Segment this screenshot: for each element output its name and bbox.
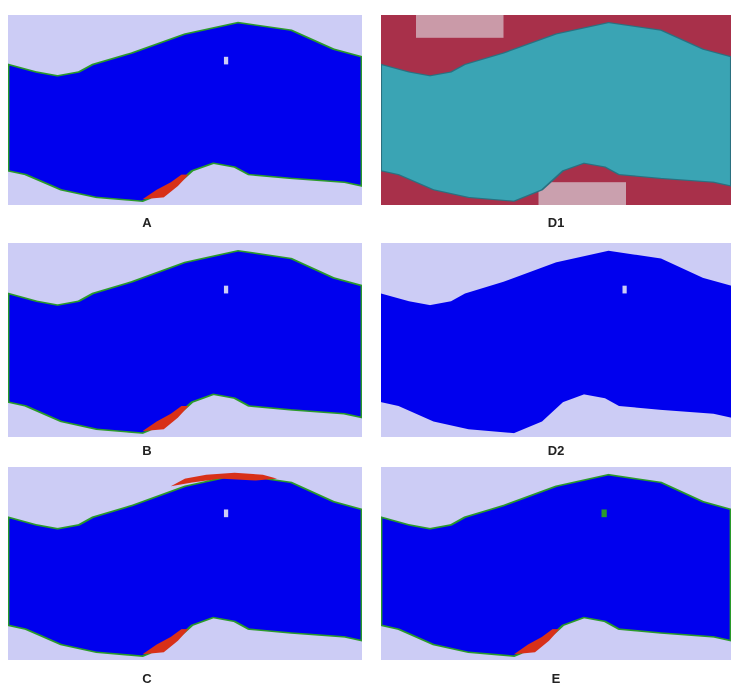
- panel-label: B: [97, 443, 197, 458]
- map-d2: [381, 243, 731, 437]
- panel-label: D2: [506, 443, 606, 458]
- map-a: [8, 15, 362, 205]
- panel-label: E: [506, 671, 606, 685]
- figure: A D1 B D2 C E: [0, 0, 731, 685]
- map-b: [8, 243, 362, 437]
- panel-label: A: [97, 215, 197, 230]
- map-d1: [381, 15, 731, 205]
- map-c: [8, 467, 362, 660]
- panel-label: D1: [506, 215, 606, 230]
- map-e: [381, 467, 731, 660]
- panel-label: C: [97, 671, 197, 685]
